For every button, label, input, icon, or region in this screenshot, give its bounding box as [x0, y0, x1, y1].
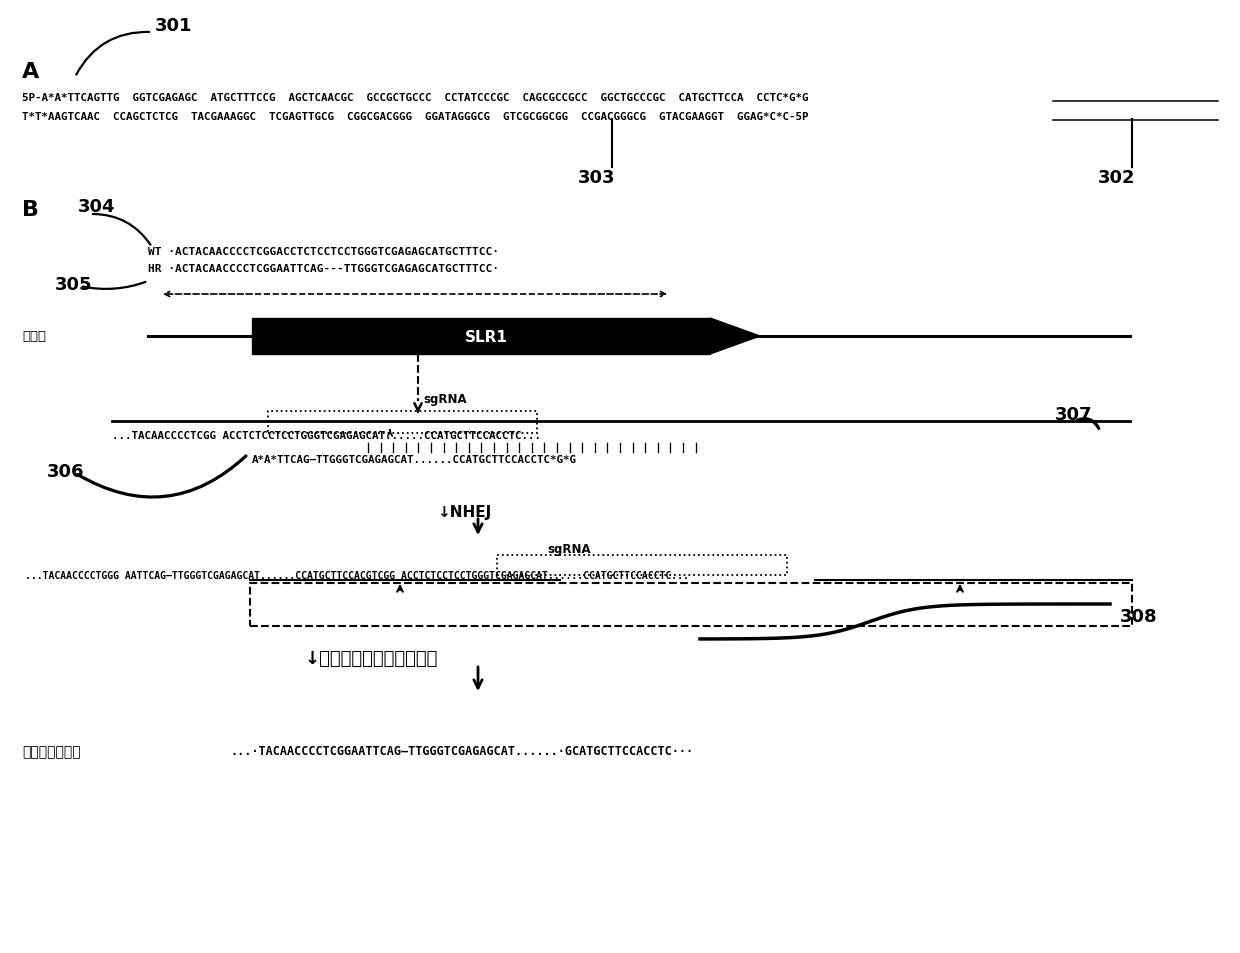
Text: 5P-A*A*TTCAGTTG  GGTCGAGAGC  ATGCTTTCCG  AGCTCAACGC  GCCGCTGCCC  CCTATCCCGC  CAG: 5P-A*A*TTCAGTTG GGTCGAGAGC ATGCTTTCCG AG… — [22, 92, 808, 103]
Text: A: A — [22, 62, 40, 82]
Bar — [268, 412, 537, 434]
Text: T*T*AAGTCAAC  CCAGCTCTCG  TACGAAAGGC  TCGAGTTGCG  CGGCGACGGG  GGATAGGGCG  GTCGCG: T*T*AAGTCAAC CCAGCTCTCG TACGAAAGGC TCGAG… — [22, 112, 808, 122]
Text: sgRNA: sgRNA — [547, 543, 590, 556]
Text: 305: 305 — [55, 275, 93, 294]
Bar — [250, 583, 1132, 626]
Text: 304: 304 — [78, 198, 115, 215]
Text: 307: 307 — [1055, 406, 1092, 423]
Text: ...TACAACCCCTCGG ACCTCTCCTCCTGGGTCGAGAGCAT......CCATGCTTCCACCTC...: ...TACAACCCCTCGG ACCTCTCCTCCTGGGTCGAGAGC… — [112, 431, 541, 440]
Text: sgRNA: sgRNA — [423, 392, 466, 405]
Text: 修饰后的基因组: 修饰后的基因组 — [22, 744, 81, 759]
Bar — [497, 556, 787, 576]
Text: 基因组: 基因组 — [22, 330, 46, 343]
Text: A*A*TTCAG—TTGGGTCGAGAGCAT......CCATGCTTCCACCTC*G*G: A*A*TTCAG—TTGGGTCGAGAGCAT......CCATGCTTC… — [252, 455, 577, 464]
Text: SLR1: SLR1 — [465, 329, 507, 344]
Text: 308: 308 — [1120, 607, 1158, 625]
Text: 302: 302 — [1097, 169, 1136, 187]
Text: ↓重复片段介导的同源重组: ↓重复片段介导的同源重组 — [305, 649, 439, 667]
Text: ...TACAACCCCTGGG AATTCAG—TTGGGTCGAGAGCAT......CCATGCTTCCACGTCGG ACCTCTCCTCCTGGGT: ...TACAACCCCTGGG AATTCAG—TTGGGTCGAGAGCAT… — [25, 571, 689, 580]
Text: 303: 303 — [578, 169, 615, 187]
FancyArrow shape — [711, 318, 760, 355]
Text: ↓NHEJ: ↓NHEJ — [436, 505, 491, 520]
Text: B: B — [22, 200, 38, 220]
Text: WT ·ACTACAACCCCTCGGACCTCTCCTCCTGGGTCGAGAGCATGCTTTCC·: WT ·ACTACAACCCCTCGGACCTCTCCTCCTGGGTCGAGA… — [148, 247, 498, 256]
Text: HR ·ACTACAACCCCTCGGAATTCAG---TTGGGTCGAGAGCATGCTTTCC·: HR ·ACTACAACCCCTCGGAATTCAG---TTGGGTCGAGA… — [148, 264, 498, 274]
Text: 306: 306 — [47, 462, 84, 480]
Text: 301: 301 — [155, 17, 192, 35]
Text: ...·TACAACCCCTCGGAATTCAG—TTGGGTCGAGAGCAT......·GCATGCTTCCACCTC···: ...·TACAACCCCTCGGAATTCAG—TTGGGTCGAGAGCAT… — [229, 744, 693, 758]
Bar — [252, 318, 711, 355]
